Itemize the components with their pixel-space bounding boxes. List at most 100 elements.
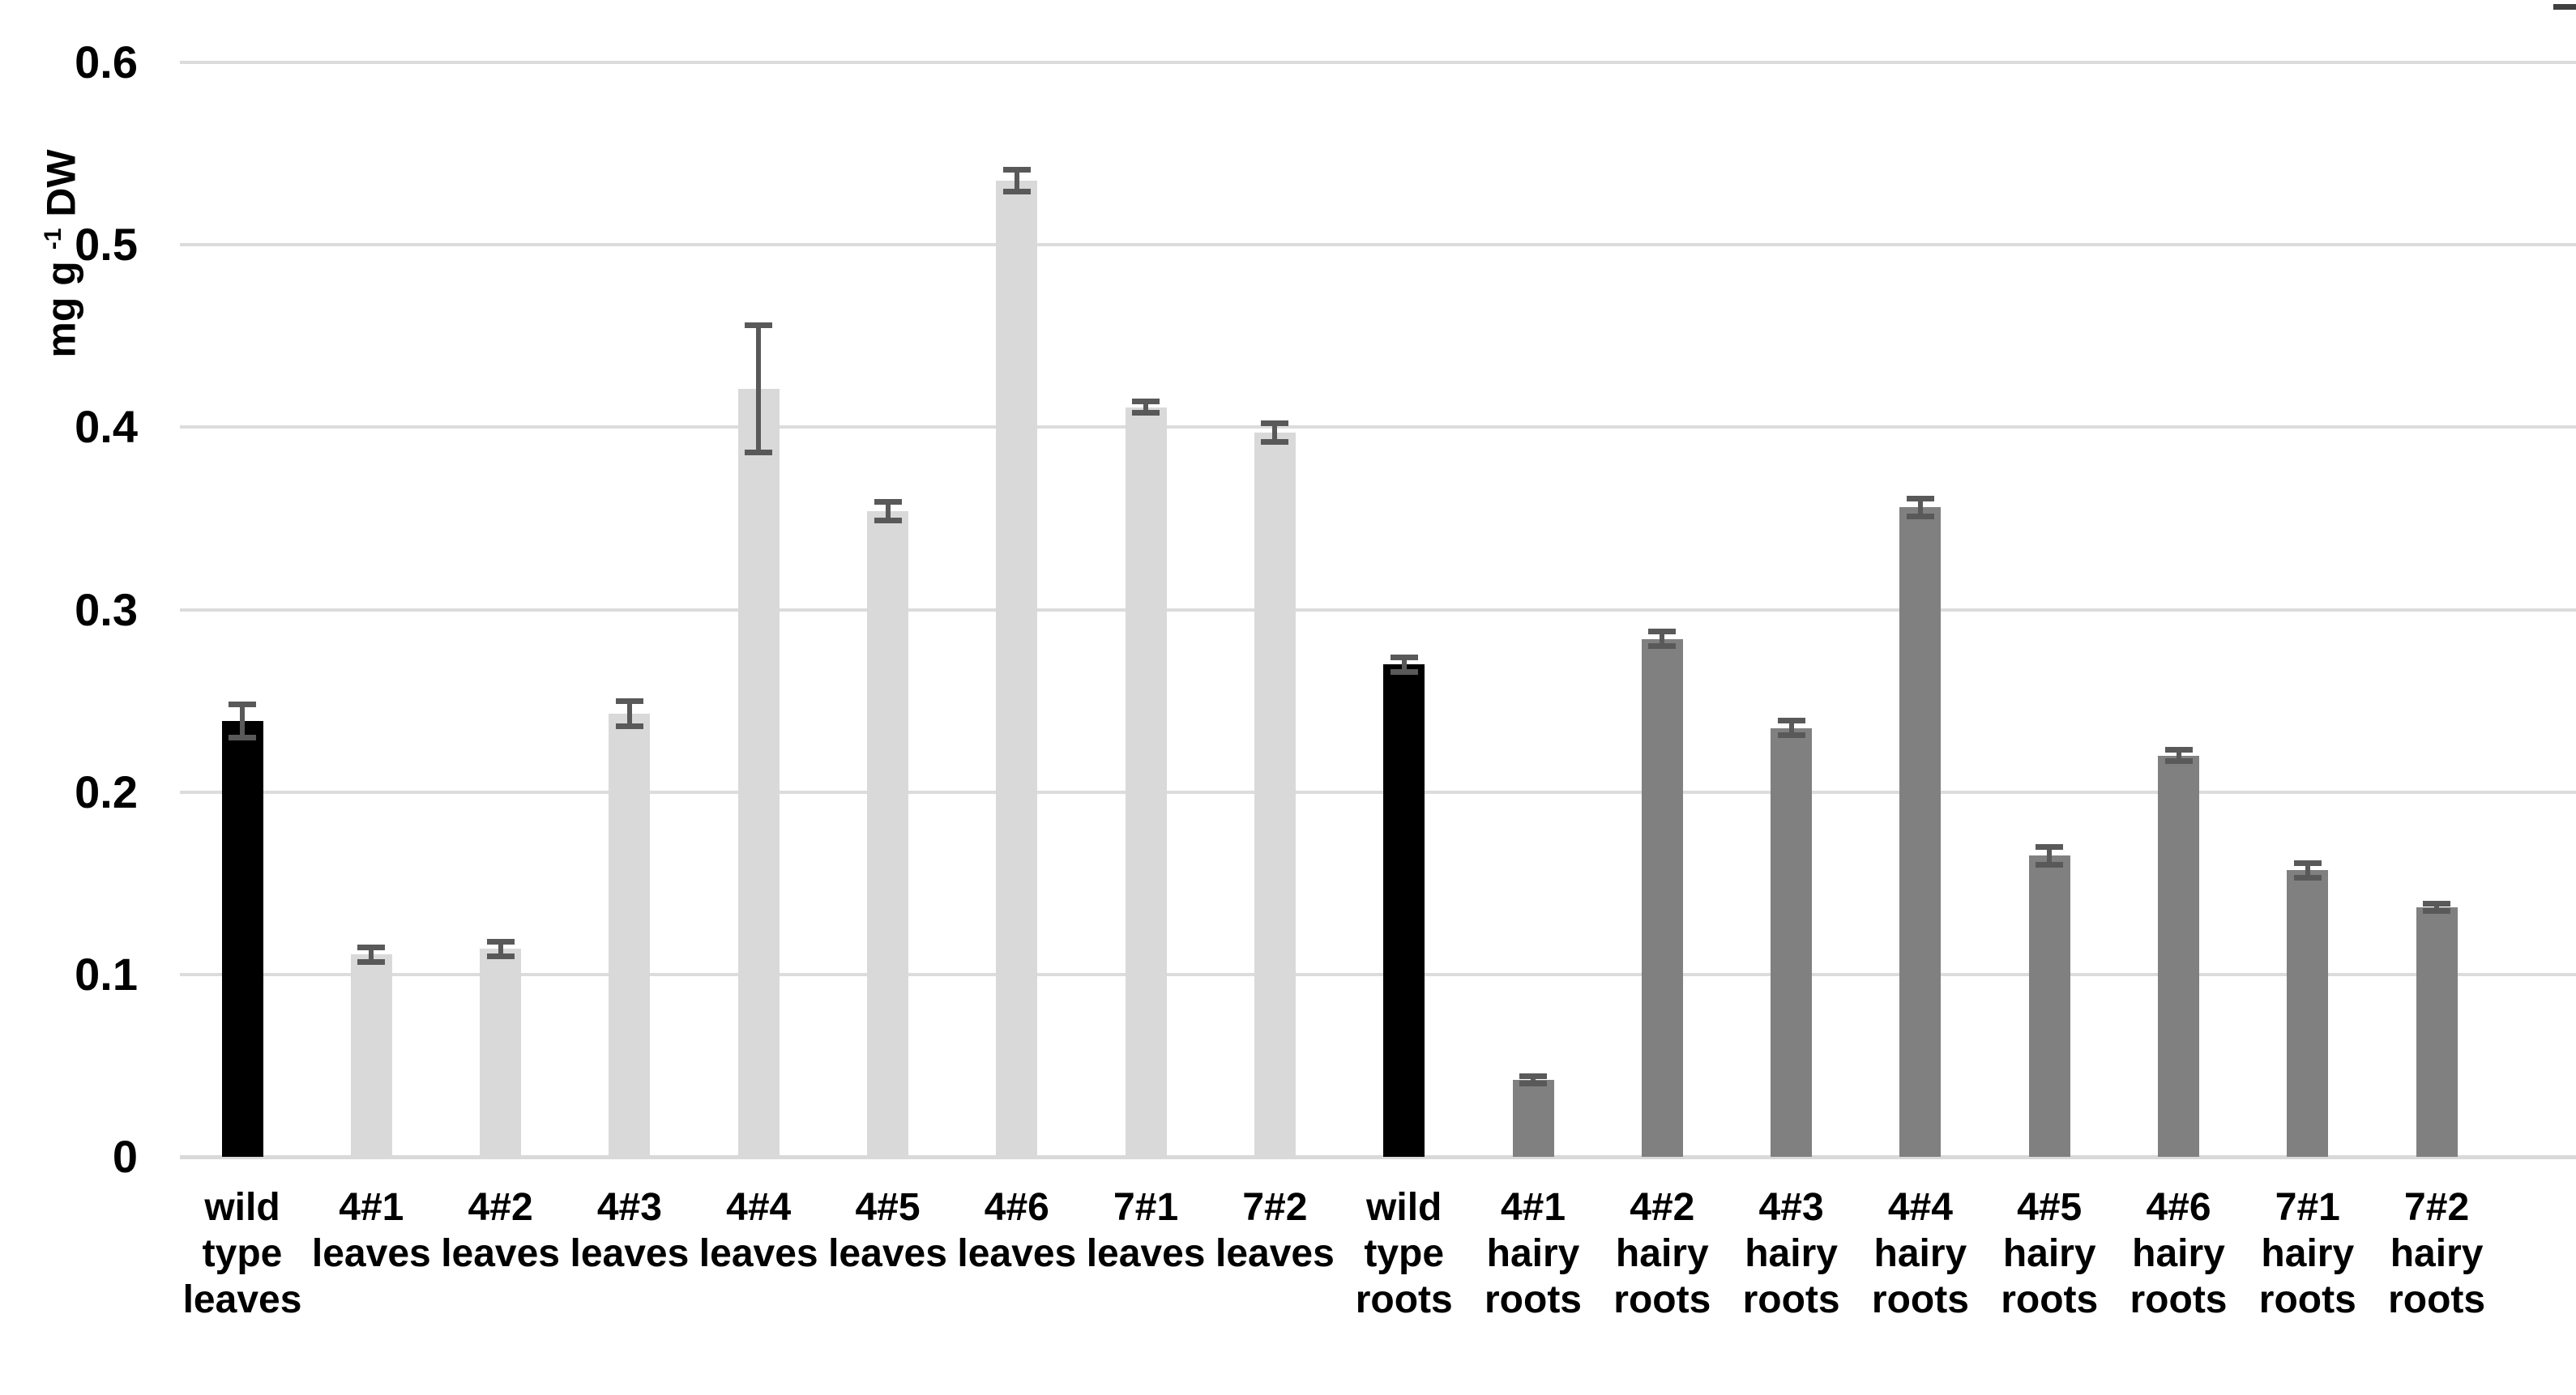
y-tick-label: 0.2: [75, 766, 138, 817]
x-category-label-line: hairy: [2261, 1232, 2355, 1275]
error-bar-bottom-cap: [1906, 514, 1934, 520]
gridline: [180, 972, 2576, 976]
gridline: [180, 243, 2576, 247]
x-category-label: 7#1 hairy roots: [2227, 1184, 2389, 1323]
error-bar-line: [2305, 863, 2310, 878]
y-tick-label: 0.6: [75, 36, 138, 87]
error-bar-line: [2176, 749, 2181, 761]
x-category-label-line: type: [202, 1232, 283, 1275]
error-bar-line: [369, 947, 374, 962]
x-category-label-line: roots: [1871, 1278, 1969, 1321]
error-bar-bottom-cap: [745, 450, 773, 456]
error-bar-bottom-cap: [1519, 1081, 1547, 1087]
x-category-label: 4#4 hairy roots: [1839, 1184, 2001, 1323]
gridline: [180, 61, 2576, 64]
x-category-label-line: 4#6: [984, 1186, 1049, 1229]
error-bar-bottom-cap: [1390, 668, 1418, 675]
x-category-label-line: 4#2: [468, 1186, 533, 1229]
error-bar-top-cap: [1390, 654, 1418, 660]
x-category-label-line: leaves: [570, 1232, 690, 1275]
error-bar-bottom-cap: [1777, 732, 1805, 739]
x-category-label-line: hairy: [1745, 1232, 1838, 1275]
bar: [2158, 755, 2199, 1157]
error-bar-line: [756, 325, 762, 453]
error-bar-top-cap: [745, 322, 773, 328]
x-category-label-line: hairy: [1486, 1232, 1580, 1275]
x-category-label: 7#2 hairy roots: [2356, 1184, 2518, 1323]
x-category-label: 4#6 leaves: [936, 1184, 1098, 1277]
x-category-label-line: hairy: [1615, 1232, 1709, 1275]
error-bar-line: [2434, 903, 2440, 911]
x-category-label-line: wild: [1366, 1186, 1442, 1229]
bar: [480, 949, 522, 1157]
x-category-label-line: hairy: [2132, 1232, 2225, 1275]
bar: [1641, 638, 1683, 1157]
error-bar-top-cap: [1906, 495, 1934, 501]
x-category-label-line: leaves: [182, 1278, 302, 1321]
error-bar-top-cap: [615, 698, 643, 704]
error-bar-line: [1272, 423, 1278, 442]
x-category-label: 4#1 leaves: [290, 1184, 452, 1277]
x-category-label: 4#5 leaves: [807, 1184, 969, 1277]
x-category-label-line: 4#3: [1758, 1186, 1824, 1229]
error-bar-top-cap: [1261, 420, 1289, 427]
error-bar-top-cap: [1648, 629, 1677, 635]
error-bar-bottom-cap: [1648, 643, 1677, 650]
error-bar-bottom-cap: [486, 953, 515, 959]
x-category-label-line: roots: [2130, 1278, 2228, 1321]
error-bar-top-cap: [2164, 747, 2193, 753]
x-category-label: 4#5 hairy roots: [1968, 1184, 2130, 1323]
error-bar-bottom-cap: [874, 517, 902, 523]
x-category-label-line: leaves: [1215, 1232, 1335, 1275]
error-bar-line: [1143, 401, 1149, 413]
error-bar-top-cap: [1777, 718, 1805, 724]
x-category-label-line: 4#1: [339, 1186, 404, 1229]
x-category-label-line: leaves: [311, 1232, 431, 1275]
x-category-label-line: leaves: [828, 1232, 947, 1275]
x-category-label: 4#2 hairy roots: [1581, 1184, 1743, 1323]
x-category-label-line: roots: [1742, 1278, 1840, 1321]
gridline: [180, 425, 2576, 429]
bar: [1899, 507, 1942, 1157]
x-category-label-line: roots: [1355, 1278, 1453, 1321]
error-bar-top-cap: [2423, 900, 2451, 907]
bar: [1254, 433, 1296, 1157]
bar: [867, 510, 908, 1157]
x-category-label-line: leaves: [698, 1232, 818, 1275]
bar: [996, 181, 1038, 1157]
x-category-label-line: hairy: [1873, 1232, 1967, 1275]
y-tick-label: 0.1: [75, 948, 138, 1000]
x-category-label-line: 4#5: [2017, 1186, 2083, 1229]
x-category-label: 4#2 leaves: [420, 1184, 582, 1277]
y-axis-label-suffix: DW: [38, 149, 84, 228]
error-bar-top-cap: [357, 944, 386, 950]
x-category-label-line: hairy: [2390, 1232, 2484, 1275]
bar: [1771, 727, 1813, 1157]
x-category-label-line: hairy: [2002, 1232, 2096, 1275]
error-bar-bottom-cap: [2423, 907, 2451, 914]
error-bar-bottom-cap: [1261, 438, 1289, 445]
x-category-label-line: 7#1: [2275, 1186, 2340, 1229]
x-category-label-line: 4#4: [1887, 1186, 1953, 1229]
x-category-label-line: leaves: [957, 1232, 1077, 1275]
x-category-label-line: roots: [1485, 1278, 1582, 1321]
x-category-label: wild type leaves: [161, 1184, 323, 1323]
error-bar-line: [1401, 657, 1407, 672]
x-category-label-line: roots: [2388, 1278, 2486, 1321]
error-bar-line: [626, 701, 632, 727]
error-bar-line: [240, 704, 245, 738]
error-bar-top-cap: [1519, 1073, 1547, 1080]
bar: [1512, 1080, 1554, 1157]
error-bar-bottom-cap: [2293, 874, 2322, 881]
x-category-label: 4#4 leaves: [677, 1184, 839, 1277]
x-category-label: wild type roots: [1323, 1184, 1485, 1323]
x-category-label-line: 7#2: [2404, 1186, 2470, 1229]
error-bar-top-cap: [2293, 860, 2322, 866]
x-category-label: 4#3 leaves: [549, 1184, 711, 1277]
error-bar-bottom-cap: [1002, 189, 1031, 195]
bar: [350, 954, 392, 1157]
error-bar-bottom-cap: [2036, 862, 2064, 868]
bar: [1383, 664, 1425, 1157]
x-category-label-line: type: [1364, 1232, 1445, 1275]
